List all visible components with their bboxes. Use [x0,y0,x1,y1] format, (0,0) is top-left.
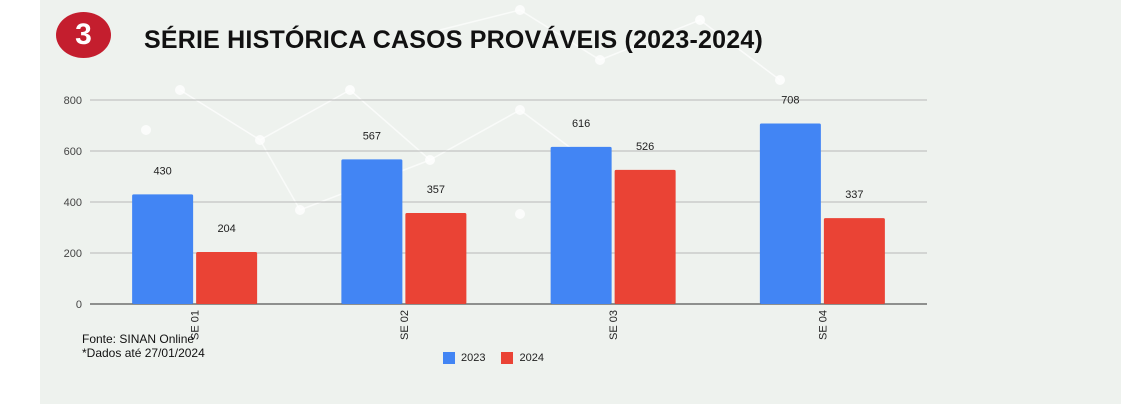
data-label-2023-3: 616 [572,118,590,130]
data-label-2024-3: 526 [636,141,654,153]
x-tick-label: SE 02 [399,310,411,340]
legend-item-2023: 2023 [443,352,485,364]
data-label-2024-4: 337 [845,189,863,201]
bar-2024-2 [405,212,467,304]
bar-2023-2 [341,159,403,304]
y-tick-label: 200 [64,248,82,260]
bar-2023-4 [759,123,821,305]
legend-label-2024: 2024 [519,352,544,364]
chart-legend: 2023 2024 [443,352,560,364]
bar-2023-1 [132,194,194,304]
legend-swatch-2023 [443,352,455,364]
legend-label-2023: 2023 [461,352,486,364]
bar-2024-4 [823,218,885,304]
source-note: Fonte: SINAN Online [82,332,195,346]
chart-title: SÉRIE HISTÓRICA CASOS PROVÁVEIS (2023-20… [144,26,763,54]
legend-swatch-2024 [501,352,514,364]
x-tick-label: SE 04 [817,310,829,340]
data-label-2024-1: 204 [217,223,235,235]
legend-item-2024: 2024 [501,352,544,364]
y-tick-label: 0 [76,299,82,311]
date-note: *Dados até 27/01/2024 [82,346,205,360]
y-tick-label: 600 [64,146,82,158]
data-label-2023-1: 430 [153,165,171,177]
x-tick-label: SE 03 [608,310,620,340]
bar-2024-1 [196,251,258,304]
section-number-badge: 3 [56,12,111,58]
bar-2023-3 [550,146,612,304]
bar-2024-3 [614,169,676,304]
data-label-2024-2: 357 [427,184,445,196]
y-tick-label: 400 [64,197,82,209]
data-label-2023-4: 708 [781,94,799,106]
data-label-2023-2: 567 [363,130,381,142]
x-tick-label: SE 01 [190,310,202,340]
y-tick-label: 800 [64,95,82,107]
